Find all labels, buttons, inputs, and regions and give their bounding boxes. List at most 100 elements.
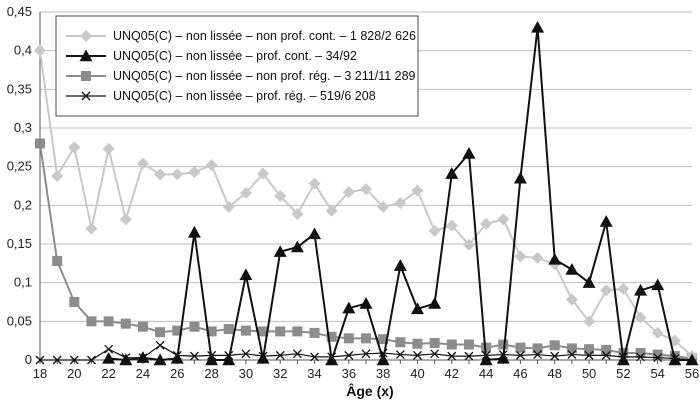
data-point — [464, 351, 474, 361]
data-point — [359, 297, 373, 309]
data-point — [291, 207, 304, 220]
data-point — [496, 351, 510, 364]
data-point — [325, 353, 339, 366]
x-tick-label: 46 — [513, 366, 527, 381]
data-point — [463, 339, 474, 350]
data-point — [447, 351, 457, 361]
data-point — [531, 20, 545, 33]
data-point — [481, 342, 492, 353]
legend-item: UNQ05(C) – non lissée – prof. rég. – 519… — [66, 89, 376, 103]
data-point — [136, 351, 150, 363]
data-point — [361, 349, 371, 359]
data-point — [479, 353, 493, 366]
data-point — [601, 350, 611, 360]
y-tick-label: 0,05 — [7, 313, 32, 328]
x-tick-label: 24 — [136, 366, 150, 381]
y-tick-labels: 0 0,05 0,1 0,15 0,2 0,25 0,3 0,35 0,4 0,45 — [7, 4, 32, 367]
series-3 — [35, 138, 697, 364]
series-2 — [102, 20, 699, 366]
data-point — [52, 355, 62, 365]
y-tick-label: 0,45 — [7, 4, 32, 19]
data-point — [446, 339, 457, 350]
y-tick-label: 0,2 — [14, 197, 32, 212]
x-tick-label: 48 — [548, 366, 562, 381]
series-line — [39, 143, 693, 360]
data-point — [599, 215, 613, 227]
data-point — [290, 240, 304, 253]
data-point — [310, 352, 319, 362]
data-point — [445, 219, 458, 232]
x-tick-label: 18 — [33, 366, 47, 381]
data-point — [515, 342, 526, 353]
data-point — [342, 186, 355, 199]
data-point — [634, 311, 647, 324]
data-point — [567, 350, 577, 360]
data-point — [241, 349, 251, 359]
data-point — [428, 297, 442, 309]
data-point — [617, 282, 630, 295]
data-point — [189, 321, 200, 332]
x-tick-label: 38 — [376, 366, 390, 381]
x-tick-label: 32 — [273, 366, 287, 381]
data-point — [85, 222, 98, 235]
x-tick-label: 20 — [67, 366, 81, 381]
data-point — [309, 327, 320, 338]
data-point — [275, 350, 285, 360]
data-point — [549, 340, 560, 351]
data-point — [344, 350, 354, 360]
y-tick-label: 0,25 — [7, 159, 32, 174]
data-point — [636, 352, 645, 362]
x-tick-label: 56 — [685, 366, 699, 381]
data-point — [361, 333, 371, 344]
data-point — [239, 186, 252, 199]
data-point — [652, 349, 663, 360]
data-point — [136, 157, 149, 170]
data-point — [205, 353, 219, 366]
data-point — [222, 200, 235, 213]
legend-label: UNQ05(C) – non lissée – prof. rég. – 519… — [113, 89, 376, 103]
data-point — [635, 348, 646, 359]
data-point — [584, 344, 595, 355]
data-point — [325, 204, 338, 217]
data-point — [601, 344, 612, 355]
x-tick-label: 36 — [342, 366, 356, 381]
data-point — [531, 251, 544, 264]
data-point — [257, 167, 270, 180]
data-point — [565, 263, 579, 275]
data-point — [548, 252, 562, 265]
data-point — [273, 245, 287, 257]
data-point — [104, 344, 114, 354]
series-1 — [34, 44, 698, 363]
legend-label: UNQ05(C) – non lissée – prof. cont. – 34… — [113, 49, 357, 63]
x-tick-label: 26 — [170, 366, 184, 381]
data-point — [565, 293, 578, 306]
data-point — [258, 326, 269, 337]
data-point — [395, 350, 405, 360]
data-point — [170, 351, 184, 364]
y-tick-label: 0,35 — [7, 81, 32, 96]
data-point — [515, 350, 525, 360]
data-point — [68, 141, 81, 154]
data-point — [497, 213, 510, 226]
data-point — [171, 168, 184, 181]
series-layer — [34, 20, 699, 366]
data-point — [35, 355, 45, 365]
data-point — [394, 197, 407, 210]
data-point — [428, 224, 441, 237]
data-point — [205, 159, 218, 172]
data-point — [651, 326, 664, 339]
data-point — [308, 177, 321, 190]
data-point — [513, 171, 527, 184]
data-point — [86, 316, 97, 327]
data-point — [119, 353, 133, 366]
data-point — [462, 238, 475, 251]
data-point — [153, 353, 167, 366]
data-point — [87, 355, 96, 365]
data-point — [292, 326, 303, 337]
data-point — [222, 353, 236, 366]
x-tick-label: 28 — [204, 366, 218, 381]
data-point — [413, 350, 422, 360]
data-point — [103, 316, 114, 327]
data-point — [429, 337, 440, 348]
